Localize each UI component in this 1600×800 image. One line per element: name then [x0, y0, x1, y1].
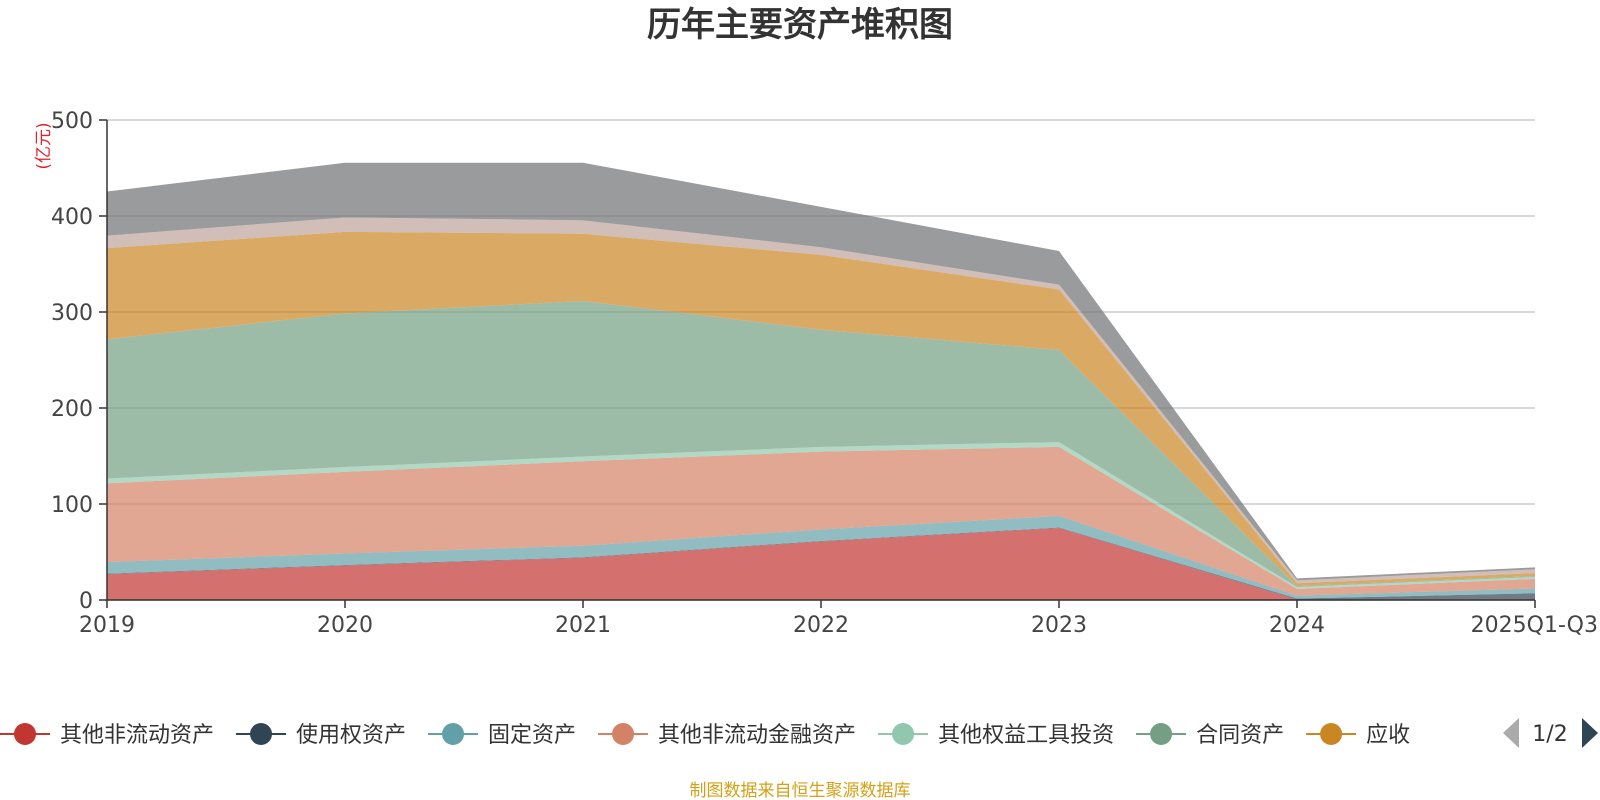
x-tick-label: 2021: [555, 613, 611, 638]
legend: 其他非流动资产 使用权资产 固定资产 其他非流动金融资产 其他权益工具投资 合同资产 应收: [0, 723, 1410, 748]
y-axis-label: (亿元): [34, 122, 54, 169]
y-tick-label: 0: [79, 589, 93, 614]
legend-dot-icon: [1320, 723, 1342, 745]
legend-item-1[interactable]: 其他非流动资产: [0, 723, 214, 748]
chart-title: 历年主要资产堆积图: [647, 5, 953, 45]
legend-item-7[interactable]: 应收: [1306, 723, 1410, 748]
y-tick-label: 400: [51, 205, 93, 230]
x-tick-label: 2022: [793, 613, 849, 638]
legend-label: 其他非流动资产: [60, 723, 214, 748]
x-tick-label: 2019: [79, 613, 135, 638]
legend-label: 其他权益工具投资: [938, 723, 1114, 748]
y-tick-label: 300: [51, 301, 93, 326]
y-tick-label: 500: [51, 109, 93, 134]
legend-item-4[interactable]: 其他非流动金融资产: [598, 723, 856, 748]
x-tick-label: 2020: [317, 613, 373, 638]
y-tick-label: 100: [51, 493, 93, 518]
legend-dot-icon: [1150, 723, 1172, 745]
legend-dot-icon: [442, 723, 464, 745]
area-series: [107, 163, 1535, 600]
legend-dot-icon: [250, 723, 272, 745]
legend-item-2[interactable]: 使用权资产: [236, 723, 406, 748]
stacked-area-chart: 历年主要资产堆积图 0 100 200 300 400 500 2019 2020 2021 2…: [0, 0, 1600, 800]
source-note: 制图数据来自恒生聚源数据库: [690, 781, 911, 800]
legend-label: 固定资产: [488, 723, 576, 748]
x-tick-label: 2023: [1031, 613, 1087, 638]
legend-dot-icon: [612, 723, 634, 745]
legend-item-6[interactable]: 合同资产: [1136, 723, 1284, 748]
legend-dot-icon: [14, 723, 36, 745]
legend-prev-arrow-icon[interactable]: [1503, 718, 1519, 748]
legend-page-indicator: 1/2: [1532, 722, 1567, 747]
legend-item-5[interactable]: 其他权益工具投资: [878, 723, 1114, 748]
x-tick-label: 2025Q1-Q3: [1471, 613, 1598, 638]
legend-next-arrow-icon[interactable]: [1582, 718, 1598, 748]
legend-label: 其他非流动金融资产: [658, 723, 856, 748]
legend-label: 合同资产: [1196, 723, 1284, 748]
legend-label: 使用权资产: [296, 723, 406, 748]
legend-dot-icon: [892, 723, 914, 745]
x-tick-label: 2024: [1269, 613, 1325, 638]
y-tick-label: 200: [51, 397, 93, 422]
legend-item-3[interactable]: 固定资产: [428, 723, 576, 748]
legend-label: 应收: [1366, 723, 1410, 748]
legend-pager: 1/2: [1503, 718, 1598, 748]
